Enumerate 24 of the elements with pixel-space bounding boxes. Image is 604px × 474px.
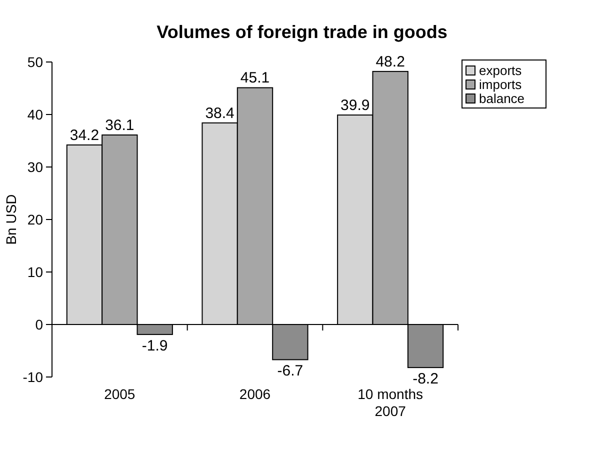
- data-label: -1.9: [142, 337, 168, 354]
- data-label: -8.2: [412, 370, 438, 388]
- data-label: 45.1: [240, 70, 270, 87]
- y-tick-label: 0: [35, 316, 44, 332]
- y-tick-label: 40: [27, 106, 44, 122]
- data-label: 48.2: [376, 53, 405, 70]
- y-tick-label: 50: [27, 54, 44, 70]
- data-label: -6.7: [277, 362, 304, 380]
- data-label: 39.9: [340, 97, 370, 114]
- chart-title: Volumes of foreign trade in goods: [156, 22, 448, 42]
- y-axis-title: Bn USD: [3, 194, 19, 245]
- x-tick-label: 2005: [104, 386, 136, 402]
- data-label: 34.2: [70, 126, 100, 144]
- y-tick-label: 30: [27, 159, 44, 175]
- data-label: 36.1: [105, 116, 134, 134]
- y-tick-label: 10: [27, 264, 44, 280]
- y-tick-label: -10: [22, 369, 44, 385]
- y-tick-label: 20: [27, 212, 44, 228]
- x-tick-label: 10 months 2007: [358, 386, 424, 419]
- legend-label: exports: [479, 63, 522, 78]
- data-label: 38.4: [205, 104, 234, 122]
- legend-label: balance: [479, 91, 525, 106]
- x-tick-label: 2006: [239, 386, 271, 402]
- legend-label: imports: [479, 77, 522, 92]
